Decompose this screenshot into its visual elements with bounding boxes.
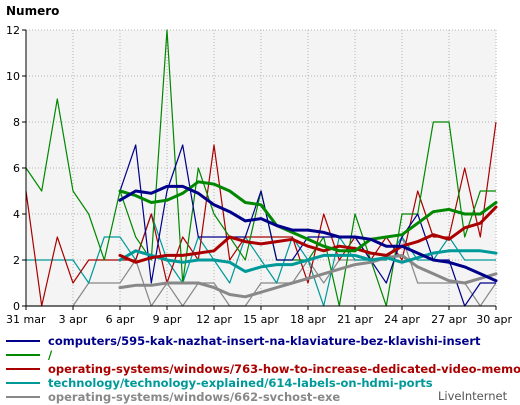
x-tick-label: 24 apr bbox=[384, 313, 420, 326]
legend-item-2: / bbox=[6, 348, 520, 362]
legend-swatch-4 bbox=[6, 382, 40, 384]
chart-svg: Numero 0 2 4 6 8 10 12 31 mar 3 apr 6 apr 9 apr 12… bbox=[6, 4, 512, 326]
series-2-average-line bbox=[118, 180, 498, 253]
series-5-average-line bbox=[118, 253, 498, 299]
x-tick-label: 21 apr bbox=[337, 313, 373, 326]
y-tick-label: 8 bbox=[13, 116, 20, 129]
y-tick-label: 12 bbox=[6, 24, 20, 37]
series-3-average-line bbox=[118, 205, 498, 264]
legend-label-5: operating-systems/windows/662-svchost-ex… bbox=[48, 390, 341, 404]
x-tick-label: 18 apr bbox=[290, 313, 326, 326]
series-1-average-line bbox=[118, 184, 498, 283]
legend-item-1: computers/595-kak-nazhat-insert-na-klavi… bbox=[6, 334, 520, 348]
legend-swatch-1 bbox=[6, 340, 40, 342]
y-tick-label: 2 bbox=[13, 254, 20, 267]
x-tick-label: 15 apr bbox=[243, 313, 279, 326]
legend-label-3: operating-systems/windows/763-how-to-inc… bbox=[48, 362, 520, 376]
x-tick-label: 3 apr bbox=[59, 313, 88, 326]
average-series-lines bbox=[118, 180, 498, 299]
x-tick-labels: 31 mar 3 apr 6 apr 9 apr 12 apr 15 apr 18 apr 2… bbox=[6, 306, 512, 326]
y-tick-labels: 0 2 4 6 8 10 12 bbox=[6, 24, 26, 313]
x-tick-label: 6 apr bbox=[106, 313, 135, 326]
legend-label-4: technology/technology-explained/614-labe… bbox=[48, 376, 433, 390]
grid-lines bbox=[26, 29, 497, 306]
x-tick-label: 9 apr bbox=[153, 313, 182, 326]
y-axis-label: Numero bbox=[6, 4, 59, 18]
legend-swatch-3 bbox=[6, 368, 40, 370]
legend-swatch-2 bbox=[6, 354, 40, 356]
y-tick-label: 4 bbox=[13, 208, 20, 221]
y-tick-label: 6 bbox=[13, 162, 20, 175]
x-tick-label: 30 apr bbox=[476, 313, 512, 326]
legend-item-3: operating-systems/windows/763-how-to-inc… bbox=[6, 362, 520, 376]
x-tick-label: 12 apr bbox=[196, 313, 232, 326]
legend-label-2: / bbox=[48, 348, 53, 362]
legend-swatch-5 bbox=[6, 396, 40, 398]
series-5-raw-line bbox=[26, 236, 497, 307]
legend: computers/595-kak-nazhat-insert-na-klavi… bbox=[6, 334, 520, 404]
y-tick-label: 10 bbox=[6, 70, 20, 83]
legend-item-4: technology/technology-explained/614-labe… bbox=[6, 376, 520, 390]
credit-label: LiveInternet bbox=[438, 389, 508, 403]
legend-item-5: operating-systems/windows/662-svchost-ex… bbox=[6, 390, 520, 404]
series-4-raw-line bbox=[26, 213, 496, 307]
legend-label-1: computers/595-kak-nazhat-insert-na-klavi… bbox=[48, 334, 481, 348]
x-tick-label: 27 apr bbox=[431, 313, 467, 326]
x-tick-label: 31 mar bbox=[6, 313, 46, 326]
y-tick-label: 0 bbox=[13, 300, 20, 313]
series-4-average-line bbox=[118, 249, 498, 273]
